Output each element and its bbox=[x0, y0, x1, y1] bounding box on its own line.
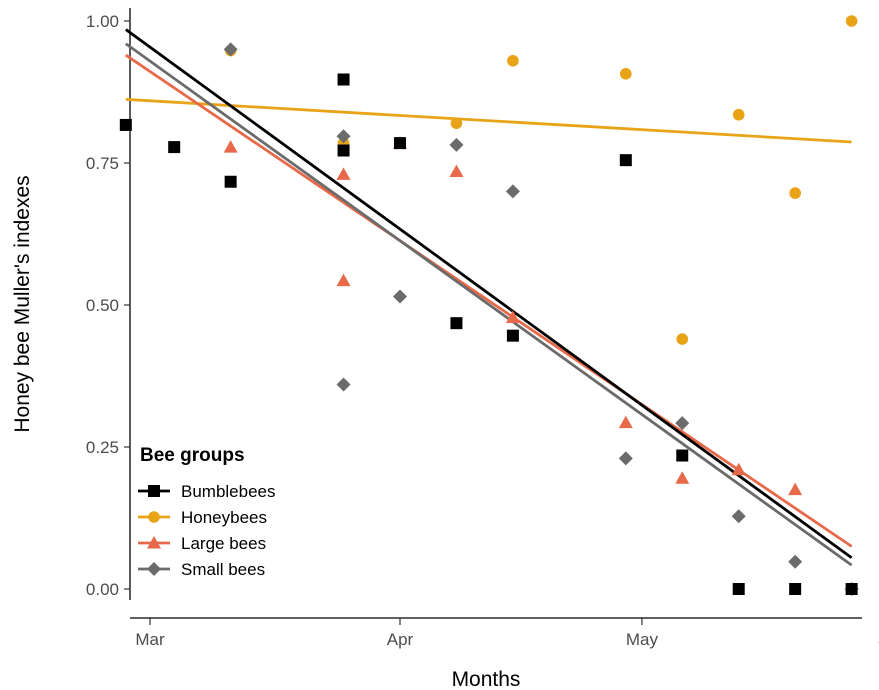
small-bees-point bbox=[336, 129, 351, 144]
small-bees-point bbox=[505, 184, 520, 199]
bumblebees-point bbox=[845, 583, 858, 595]
large-bees-point bbox=[336, 273, 351, 287]
x-tick-label: Mar bbox=[135, 630, 165, 649]
honeybees-point bbox=[507, 54, 519, 67]
small-bees-point bbox=[393, 289, 407, 304]
legend-key-triangle bbox=[147, 536, 161, 549]
x-tick-label: Apr bbox=[387, 630, 414, 649]
small-bees-point bbox=[675, 416, 690, 431]
honeybees-point bbox=[676, 333, 689, 345]
bumblebees-point bbox=[619, 154, 632, 167]
y-tick-label: 1.00 bbox=[86, 12, 119, 31]
x-ticks: MarAprMayJun bbox=[135, 618, 879, 649]
small-bees-trend-line bbox=[124, 42, 853, 567]
x-tick-label: May bbox=[626, 630, 659, 649]
bumblebees-point bbox=[789, 583, 802, 595]
small-bees-point bbox=[336, 377, 351, 392]
legend-key-circle bbox=[148, 511, 160, 523]
y-tick-label: 0.00 bbox=[86, 580, 119, 599]
bumblebees-point bbox=[168, 141, 181, 154]
y-tick-label: 0.25 bbox=[86, 438, 119, 457]
legend-label-bumblebees: Bumblebees bbox=[181, 482, 276, 501]
large-bees-point bbox=[223, 140, 238, 153]
small-bees-point bbox=[223, 42, 238, 57]
data-points bbox=[119, 15, 859, 596]
honeybees-point bbox=[845, 15, 858, 27]
honeybees-point bbox=[620, 68, 632, 80]
honeybees-point bbox=[450, 117, 463, 130]
legend-label-small-bees: Small bees bbox=[181, 560, 265, 579]
large-bees-point bbox=[731, 462, 746, 476]
legend-label-large-bees: Large bees bbox=[181, 534, 266, 553]
large-bees-point bbox=[336, 167, 351, 180]
y-ticks: 0.00 0.25 0.50 0.75 1.00 bbox=[86, 12, 130, 599]
bumblebees-point bbox=[224, 175, 237, 188]
small-bees-point bbox=[618, 451, 633, 466]
large-bees-point bbox=[788, 482, 803, 496]
bumblebees-point bbox=[394, 137, 406, 150]
small-bees-point bbox=[731, 509, 746, 524]
bumblebees-trend-line bbox=[124, 28, 853, 559]
large-bees-point bbox=[449, 164, 464, 178]
bumblebees-point bbox=[119, 118, 132, 131]
bumblebees-point bbox=[337, 73, 350, 86]
large-bees-point bbox=[675, 471, 690, 484]
y-tick-label: 0.50 bbox=[86, 296, 119, 315]
bumblebees-point bbox=[732, 583, 745, 595]
legend-label-honeybees: Honeybees bbox=[181, 508, 267, 527]
trend-lines bbox=[124, 28, 853, 567]
axes bbox=[129, 8, 862, 619]
y-axis-title: Honey bee Muller's indexes bbox=[11, 175, 34, 432]
small-bees-point bbox=[449, 137, 464, 152]
bumblebees-point bbox=[506, 329, 519, 342]
bumblebees-point bbox=[676, 449, 689, 462]
legend-key-diamond bbox=[147, 562, 161, 576]
x-axis-title: Months bbox=[452, 668, 521, 690]
honeybees-trend-line bbox=[125, 97, 852, 144]
bumblebees-point bbox=[337, 144, 350, 157]
legend-key-square bbox=[148, 485, 160, 497]
large-bees-trend-line bbox=[125, 53, 853, 548]
y-tick-label: 0.75 bbox=[86, 154, 119, 173]
legend: Bee groups Bumblebees Honeybees Large bees… bbox=[138, 445, 276, 579]
large-bees-point bbox=[505, 310, 520, 323]
legend-title: Bee groups bbox=[140, 445, 245, 466]
honeybees-point bbox=[732, 108, 745, 121]
large-bees-point bbox=[618, 415, 633, 429]
honeybees-point bbox=[789, 187, 801, 199]
bumblebees-point bbox=[450, 317, 463, 330]
small-bees-point bbox=[788, 554, 803, 569]
